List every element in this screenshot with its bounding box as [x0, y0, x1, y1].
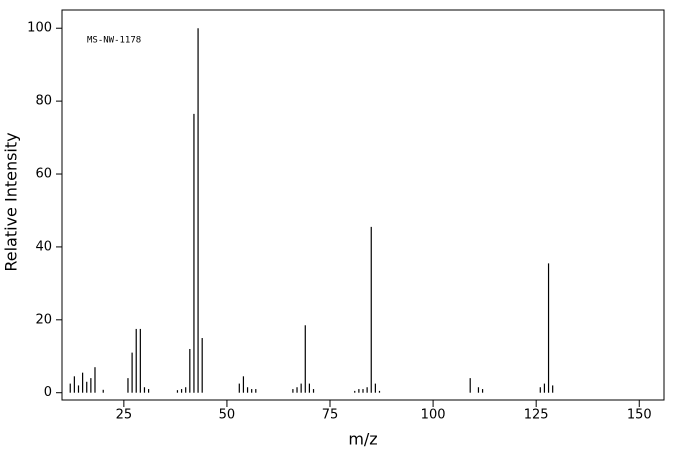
plot-frame	[61, 9, 665, 401]
x-axis-label: m/z	[348, 430, 377, 449]
x-tick-label: 125	[524, 408, 549, 423]
y-tick-label: 20	[35, 312, 52, 327]
y-axis-label: Relative Intensity	[2, 132, 21, 271]
y-tick-label: 100	[27, 21, 52, 36]
x-tick-label: 50	[219, 408, 236, 423]
y-tick-label: 0	[44, 385, 52, 400]
y-tick-label: 80	[35, 94, 52, 109]
x-tick-label: 150	[627, 408, 652, 423]
y-tick-label: 60	[35, 167, 52, 182]
x-tick-label: 25	[116, 408, 133, 423]
annotation: MS-NW-1178	[87, 36, 141, 46]
x-tick-label: 100	[421, 408, 446, 423]
x-tick-label: 75	[322, 408, 339, 423]
y-tick-label: 40	[35, 239, 52, 254]
